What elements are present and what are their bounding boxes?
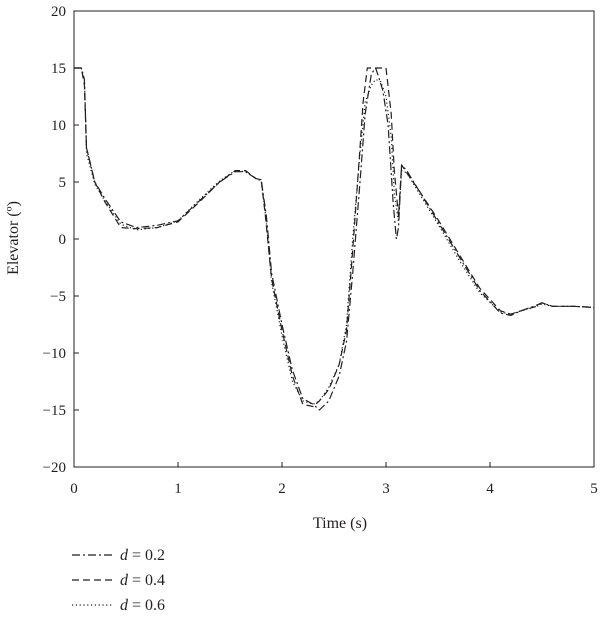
x-tick-label: 4: [486, 481, 494, 497]
x-axis-ticks: 0 1 2 3 4 5: [70, 462, 598, 497]
y-tick-label: −20: [43, 460, 66, 476]
y-tick-label: 5: [59, 175, 67, 191]
y-tick-label: 0: [59, 232, 67, 248]
y-tick-label: −5: [50, 289, 66, 305]
series-lines: [74, 67, 595, 411]
x-tick-label: 2: [278, 481, 286, 497]
legend: d = 0.2 d = 0.4 d = 0.6: [72, 547, 165, 614]
series-line-1: [74, 67, 595, 411]
x-tick-label: 5: [590, 481, 598, 497]
series-line-3: [74, 67, 595, 405]
y-tick-label: −10: [43, 346, 66, 362]
x-axis-title: Time (s): [313, 515, 367, 532]
plot-frame: [73, 10, 595, 468]
series-line-2: [74, 67, 595, 408]
y-axis-ticks: −20 −15 −10 −5 0 5 10 15 20: [43, 4, 79, 476]
legend-label-2: d = 0.4: [120, 572, 165, 589]
legend-label-3: d = 0.6: [120, 597, 165, 614]
y-tick-label: −15: [43, 403, 66, 419]
y-tick-label: 20: [51, 4, 66, 20]
plot-border: [73, 10, 595, 468]
y-tick-label: 15: [51, 61, 66, 77]
x-tick-label: 1: [174, 481, 182, 497]
x-tick-label: 3: [382, 481, 390, 497]
y-tick-label: 10: [51, 118, 66, 134]
x-tick-label: 0: [70, 481, 78, 497]
y-axis-title: Elevator (º): [5, 201, 22, 275]
legend-label-1: d = 0.2: [120, 547, 165, 564]
